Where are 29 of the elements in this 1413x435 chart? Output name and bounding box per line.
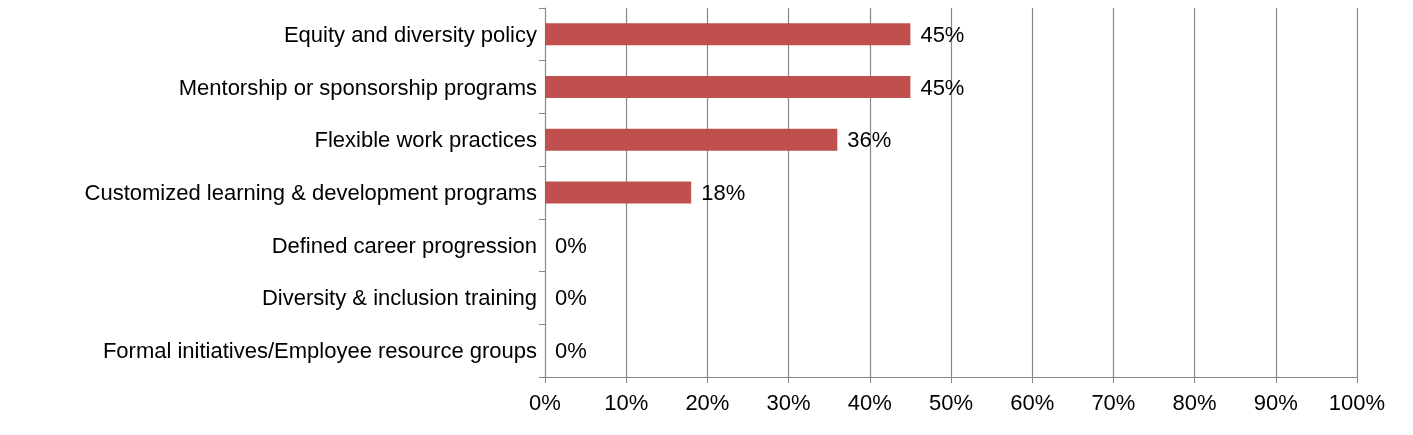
x-tick-label: 60% <box>1010 389 1055 415</box>
x-tick-label: 90% <box>1253 389 1298 415</box>
bar <box>545 76 911 99</box>
data-label: 0% <box>555 285 587 311</box>
data-label: 45% <box>920 21 965 47</box>
y-tick-label: Customized learning & development programs <box>84 180 537 205</box>
y-tick-label: Flexible work practices <box>314 127 537 153</box>
data-label: 36% <box>847 127 892 153</box>
x-tick-label: 0% <box>529 389 561 415</box>
data-label: 18% <box>701 180 746 205</box>
x-tick-label: 70% <box>1091 389 1136 415</box>
x-tick-label: 50% <box>928 389 974 415</box>
y-tick-label: Defined career progression <box>271 232 537 258</box>
bar <box>545 128 838 151</box>
y-tick-label: Formal initiatives/Employee resource groups <box>102 338 537 364</box>
x-tick-label: 100% <box>1328 389 1386 415</box>
data-label: 45% <box>920 74 965 100</box>
x-tick-label: 20% <box>685 389 730 415</box>
x-tick-label: 30% <box>766 389 811 415</box>
data-label: 0% <box>555 338 587 364</box>
data-label: 0% <box>555 232 587 258</box>
bar <box>545 181 692 204</box>
y-tick-label: Diversity & inclusion training <box>261 285 537 311</box>
x-tick-label: 80% <box>1172 389 1217 415</box>
bar <box>545 23 911 46</box>
x-tick-label: 10% <box>604 389 649 415</box>
y-tick-label: Equity and diversity policy <box>283 21 537 47</box>
x-tick-label: 40% <box>847 389 892 415</box>
y-tick-label: Mentorship or sponsorship programs <box>178 74 537 100</box>
